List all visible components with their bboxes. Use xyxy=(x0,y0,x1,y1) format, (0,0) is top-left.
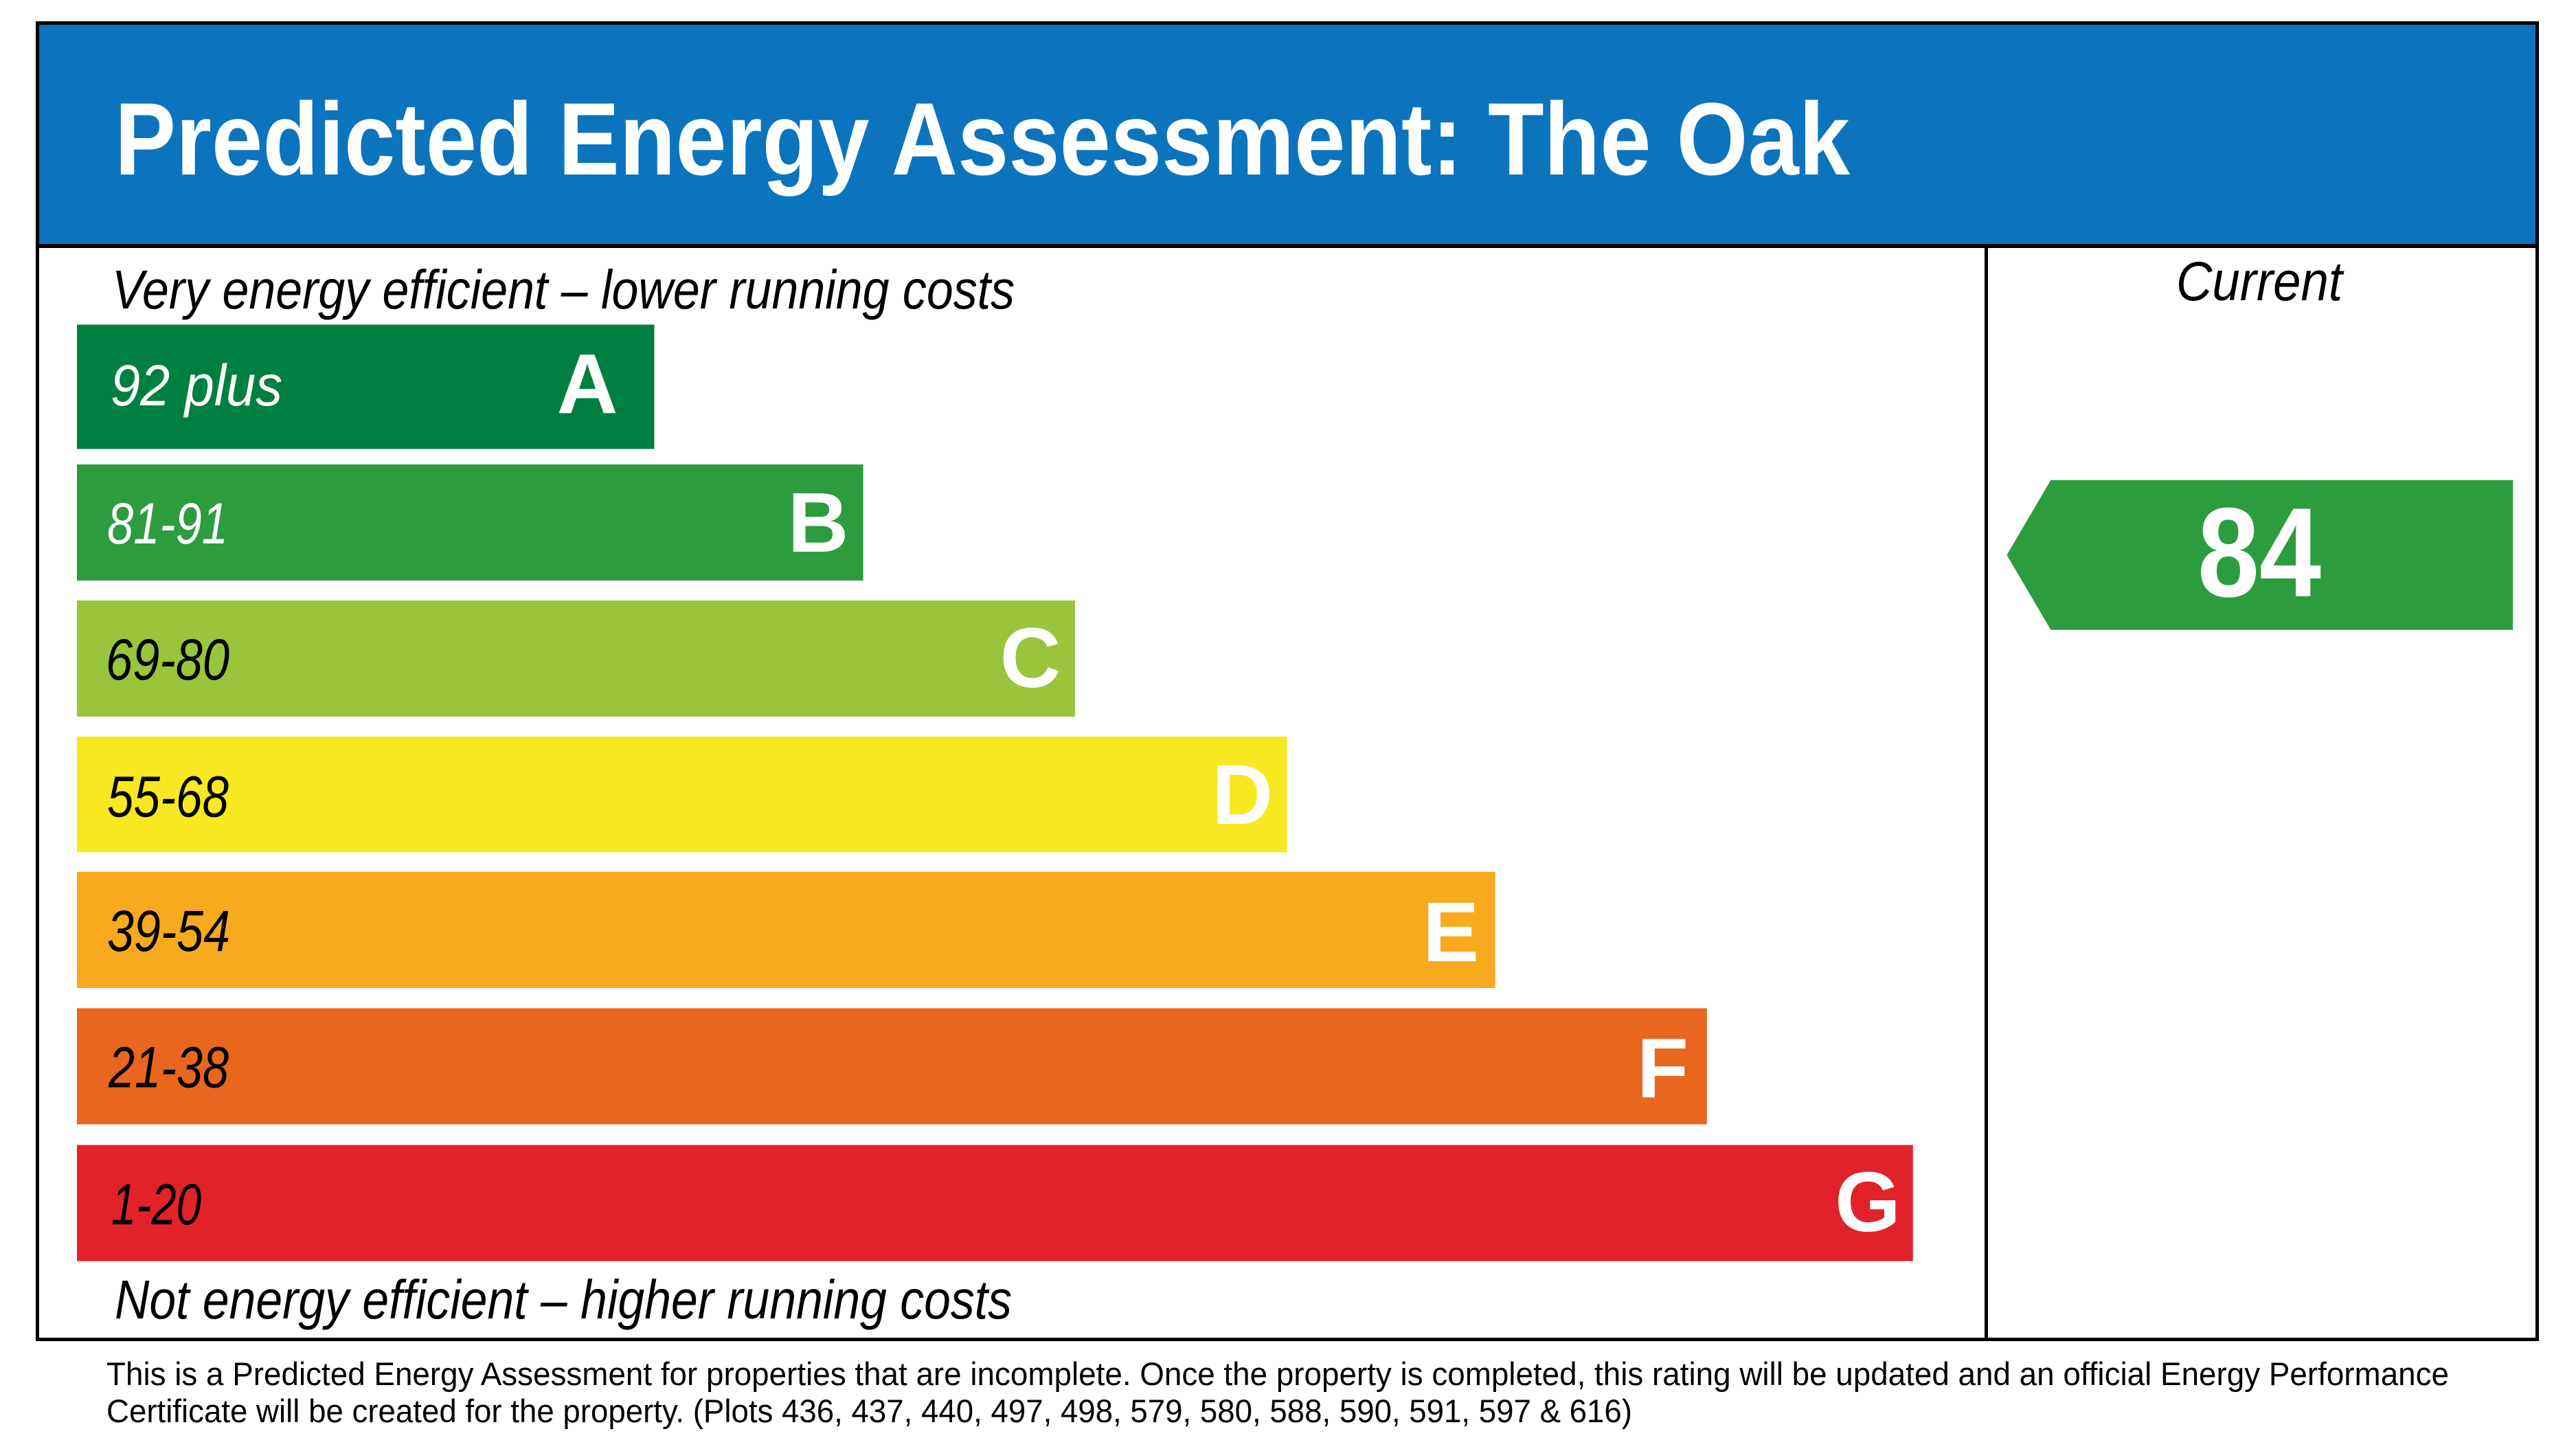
svg-text:92 plus: 92 plus xyxy=(111,353,282,418)
svg-text:E: E xyxy=(1423,886,1479,980)
svg-text:69-80: 69-80 xyxy=(106,627,229,692)
svg-text:1-20: 1-20 xyxy=(111,1172,201,1237)
svg-text:84: 84 xyxy=(2197,482,2321,624)
svg-text:Very energy efficient – lower: Very energy efficient – lower running co… xyxy=(112,259,1015,320)
svg-text:Certificate will be created fo: Certificate will be created for the prop… xyxy=(106,1393,1632,1429)
svg-text:81-91: 81-91 xyxy=(107,491,228,556)
svg-text:D: D xyxy=(1212,748,1273,842)
svg-text:39-54: 39-54 xyxy=(107,899,230,963)
svg-text:21-38: 21-38 xyxy=(108,1035,229,1100)
svg-text:Predicted Energy Assessment: T: Predicted Energy Assessment: The Oak xyxy=(115,81,1851,196)
svg-text:C: C xyxy=(1000,611,1061,706)
svg-text:G: G xyxy=(1835,1156,1901,1250)
svg-text:Current: Current xyxy=(2176,251,2345,313)
svg-text:A: A xyxy=(557,337,618,431)
svg-text:Not energy efficient – higher: Not energy efficient – higher running co… xyxy=(115,1269,1012,1330)
svg-text:This is a Predicted Energy Ass: This is a Predicted Energy Assessment fo… xyxy=(106,1356,2449,1392)
svg-text:55-68: 55-68 xyxy=(107,765,229,829)
svg-text:F: F xyxy=(1637,1022,1688,1116)
svg-text:B: B xyxy=(788,476,849,570)
